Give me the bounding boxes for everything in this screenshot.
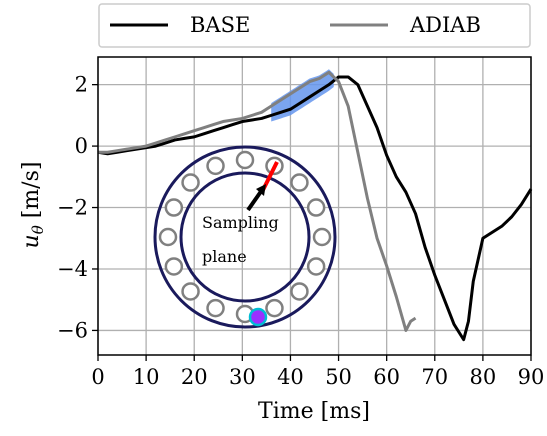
inset-ball [265,298,284,318]
legend-label-adiab: ADIAB [409,13,481,37]
inset-ball [206,156,225,176]
legend: BASE ADIAB [98,3,531,48]
inset-marker [248,307,268,327]
inset-ball [181,173,200,192]
inset-ball [290,282,309,301]
legend-label-base: BASE [190,13,250,37]
shaded-region [271,69,334,122]
series-layer [97,69,533,342]
inset-arrow-head [256,184,266,196]
inset-ball [206,298,225,318]
inset-ball [164,198,184,217]
x-tick-label: 10 [133,365,160,389]
inset-ball [306,198,326,217]
inset-annotation-line2: plane [202,247,247,266]
series-line-adiab [98,70,417,332]
inset-inner-ring [179,171,311,303]
x-tick-label: 40 [277,365,304,389]
y-tick-label: −6 [57,318,88,342]
inset-schematic: Sampling plane [153,145,337,329]
x-tick-label: 50 [325,365,352,389]
y-tick-label: −2 [57,196,88,220]
inset-ball [158,227,178,247]
inset-ball [290,173,309,192]
inset-balls [158,150,332,324]
inset-ball [181,282,200,301]
x-tick-label: 90 [518,365,545,389]
plot-border [97,56,532,356]
inset-ball [312,227,332,247]
inset-outer-ring [153,145,337,329]
inset-arrow-shaft [246,188,264,212]
series-line-base [97,75,533,342]
x-tick-label: 60 [373,365,400,389]
x-axis-label: Time [ms] [258,399,370,424]
y-tick-label: −4 [57,257,88,281]
x-tick-label: 0 [91,365,104,389]
legend-box [98,3,531,48]
y-tick-label: 2 [75,73,88,97]
inset-ball [306,257,326,276]
x-tick-label: 70 [421,365,448,389]
inset-ball [164,257,184,276]
x-tick-label: 30 [229,365,256,389]
y-axis-label: uθ [m/s] [19,162,47,249]
inset-ball [235,150,255,170]
y-tick-label: 0 [75,134,88,158]
x-tick-label: 80 [470,365,497,389]
inset-annotation-line1: Sampling [202,213,279,232]
x-tick-label: 20 [181,365,208,389]
